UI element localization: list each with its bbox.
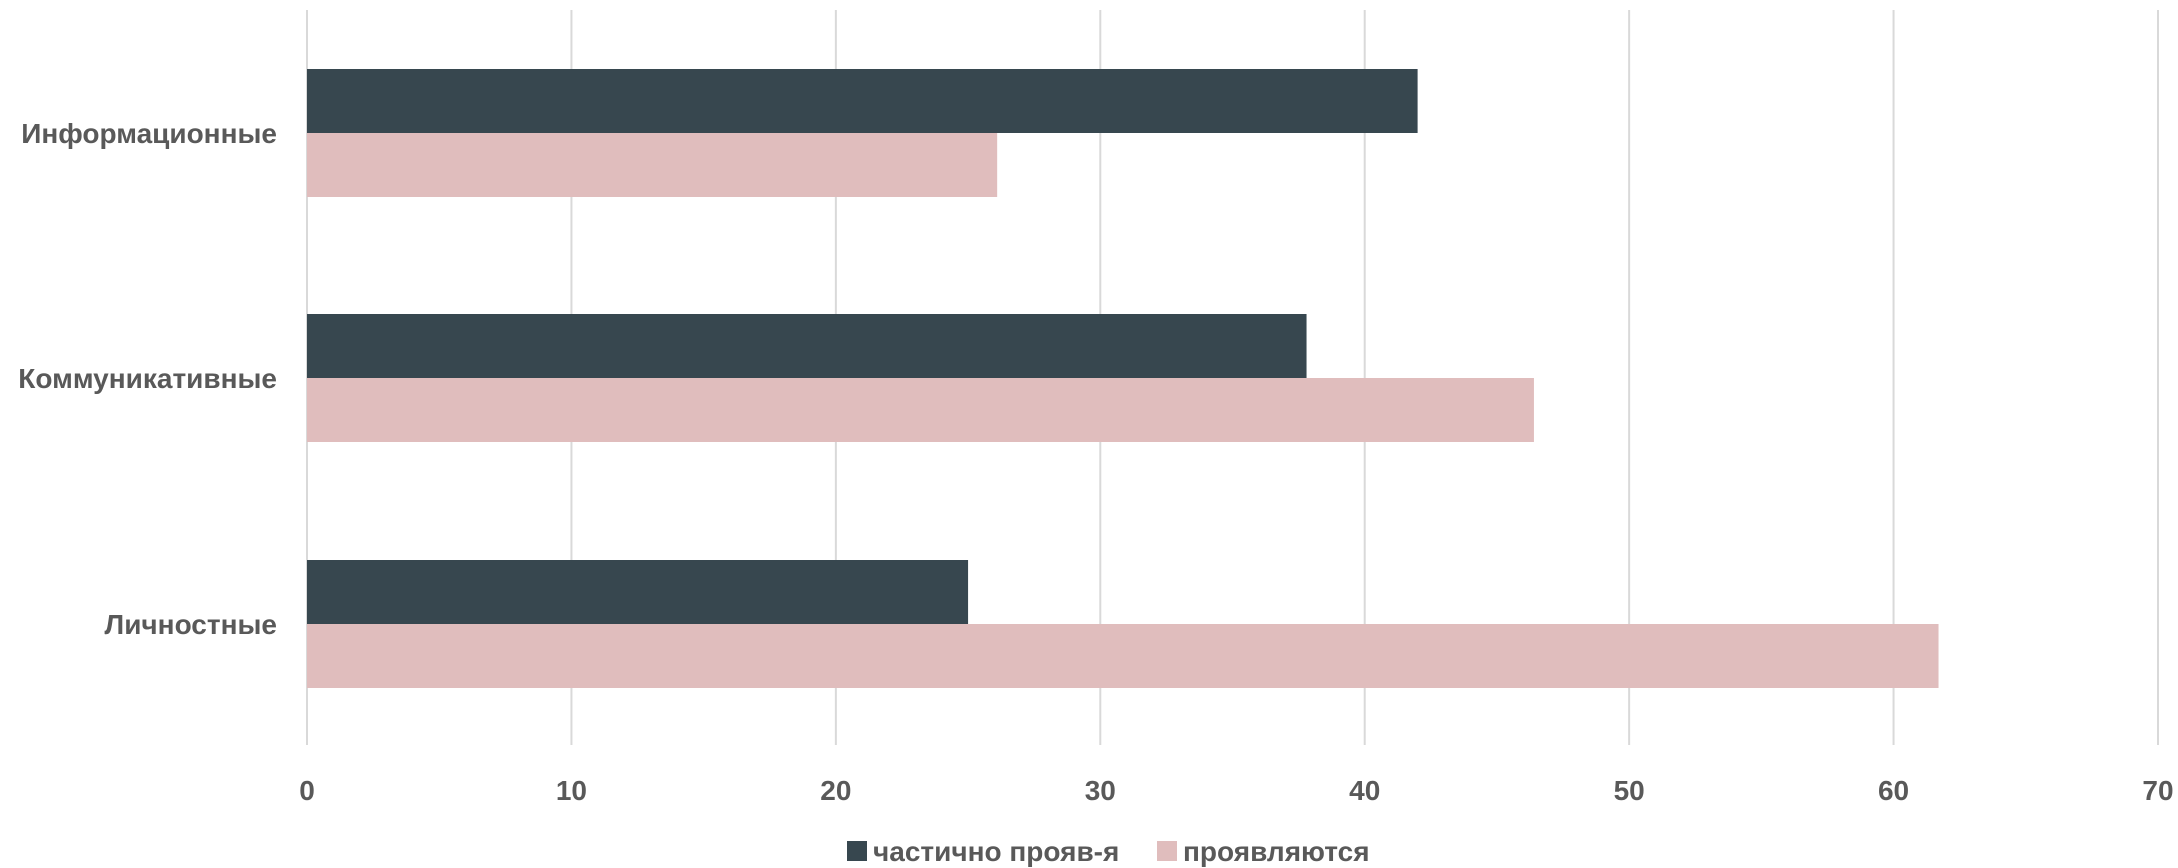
y-axis-categories: Информационные Коммуникативные Личностные (18, 118, 277, 640)
legend-label: проявляются (1183, 836, 1370, 867)
bars (307, 69, 1939, 688)
x-axis-ticks: 0 10 20 30 40 50 60 70 (299, 775, 2173, 806)
bar-partial-1 (307, 314, 1307, 378)
legend-swatch (1157, 841, 1177, 861)
legend-swatch (847, 841, 867, 861)
legend-label: частично прояв-я (873, 836, 1119, 867)
x-tick-label: 10 (556, 775, 587, 806)
category-label: Коммуникативные (18, 363, 277, 394)
x-tick-label: 70 (2142, 775, 2173, 806)
bar-partial-0 (307, 69, 1418, 133)
x-tick-label: 40 (1349, 775, 1380, 806)
x-tick-label: 30 (1085, 775, 1116, 806)
legend: частично прояв-я проявляются (847, 836, 1370, 867)
bar-manifest-0 (307, 133, 998, 197)
bar-partial-2 (307, 560, 969, 624)
category-label: Личностные (105, 609, 277, 640)
category-label: Информационные (21, 118, 277, 149)
bar-manifest-1 (307, 378, 1534, 442)
x-tick-label: 20 (820, 775, 851, 806)
x-tick-label: 0 (299, 775, 315, 806)
x-tick-label: 50 (1614, 775, 1645, 806)
x-tick-label: 60 (1878, 775, 1909, 806)
bar-manifest-2 (307, 624, 1939, 688)
